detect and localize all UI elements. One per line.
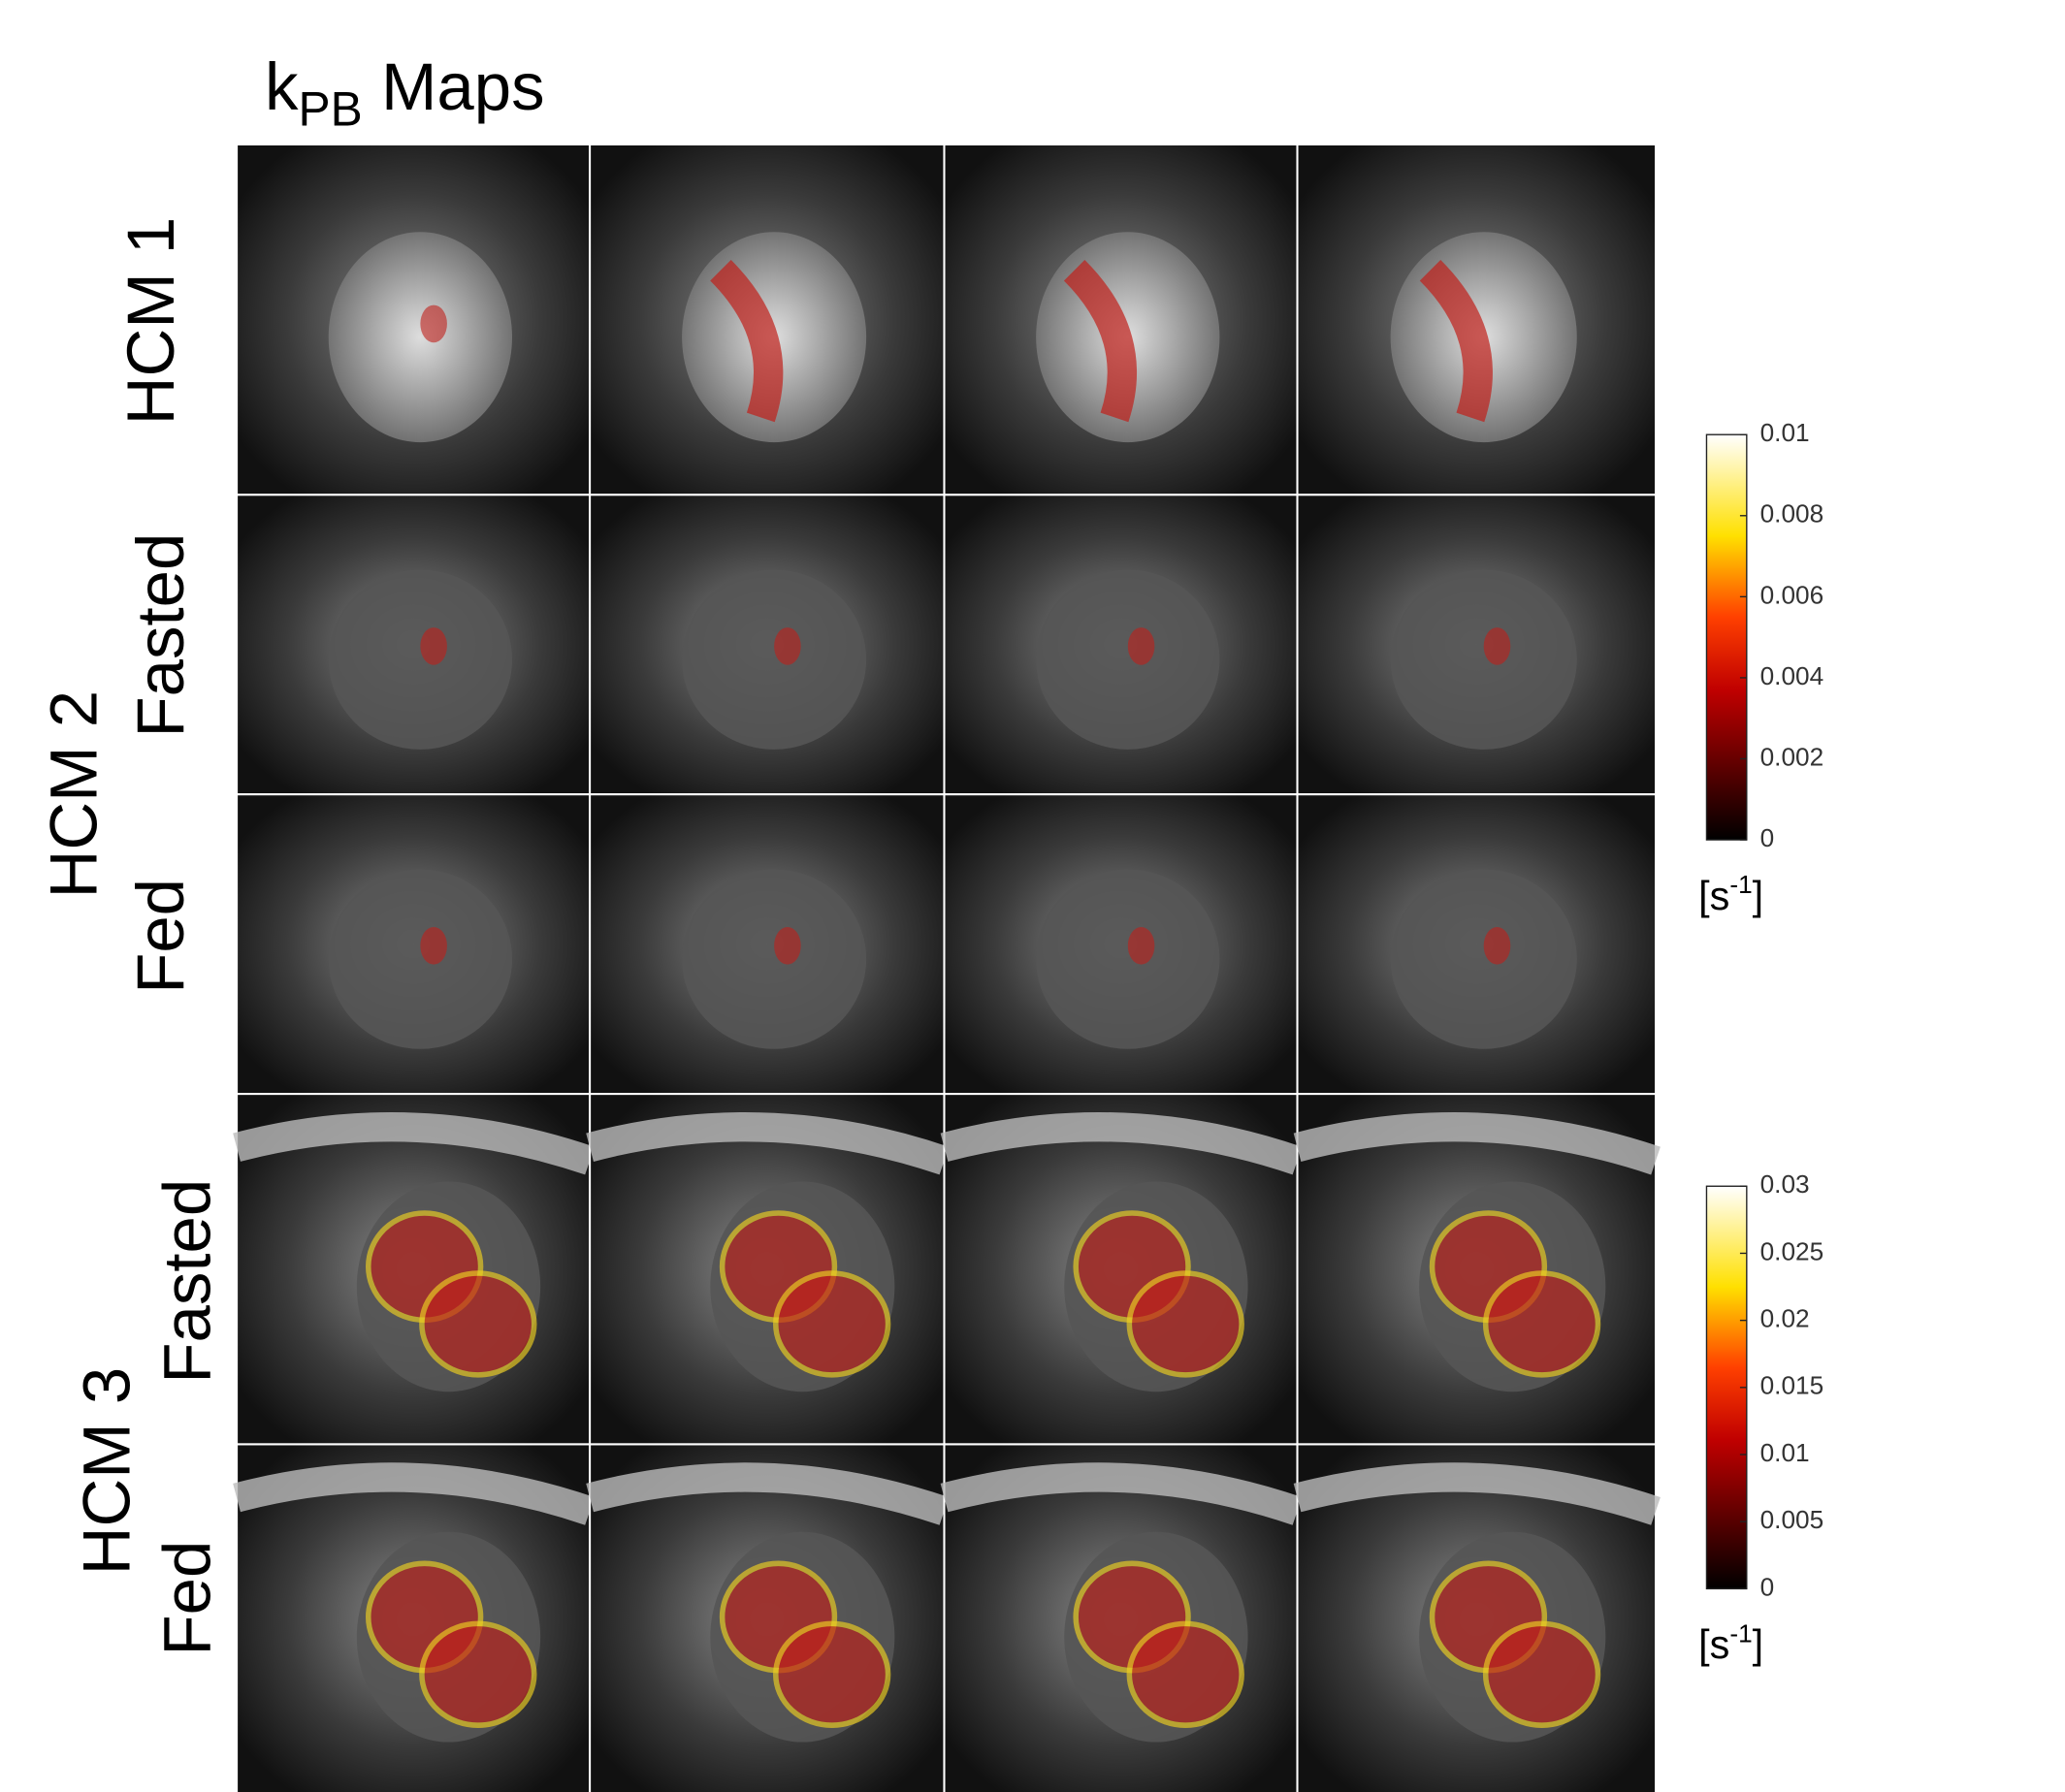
colorbar (1705, 433, 1748, 841)
heart (328, 869, 513, 1049)
tick-label: 0.008 (1760, 499, 1824, 528)
chest-wall (586, 1112, 950, 1175)
unit-close: ] (1753, 1622, 1763, 1667)
chest-wall (940, 1462, 1303, 1525)
chest-wall (586, 1462, 950, 1525)
heart (1390, 569, 1577, 750)
chest-wall (233, 1112, 595, 1175)
mri-panel (940, 1093, 1303, 1446)
mri-panel (943, 793, 1299, 1096)
mri-panel (236, 793, 592, 1096)
unit-open: [s (1698, 1622, 1729, 1667)
mri-panel (940, 1443, 1303, 1792)
mri-panel (1296, 143, 1658, 496)
image-grid (233, 143, 1661, 1792)
overlay (710, 259, 784, 423)
colorbars: 00.0020.0040.0060.0080.01[s-1]00.0050.01… (1698, 418, 1823, 1667)
overlay (419, 1270, 537, 1378)
tick-label: 0.004 (1760, 661, 1824, 690)
mri-panel (586, 1443, 950, 1792)
chest-wall (1293, 1112, 1661, 1175)
mri-panel (233, 1443, 595, 1792)
overlay (1482, 1270, 1601, 1378)
unit-exponent: -1 (1729, 870, 1752, 899)
condition-label: Fasted (149, 1179, 224, 1384)
overlay (1127, 926, 1155, 965)
overlay (774, 627, 801, 665)
condition-label: Fasted (123, 533, 198, 738)
title-text: Maps (381, 49, 545, 124)
title-subscript: PB (298, 82, 362, 137)
chest-wall (233, 1462, 595, 1525)
mri-panel (943, 494, 1299, 796)
tick-label: 0 (1760, 1572, 1775, 1601)
mri-panel (233, 1093, 595, 1446)
mri-panel (586, 1093, 950, 1446)
mri-panel (589, 494, 946, 796)
overlay (1127, 627, 1155, 665)
heart (1036, 569, 1220, 750)
heart (328, 232, 513, 443)
mri-panel (1293, 1443, 1661, 1792)
group-label: HCM 1 (113, 217, 188, 426)
heart (1390, 869, 1577, 1049)
overlay (774, 926, 801, 965)
mri-panel (1296, 793, 1658, 1096)
mri-panel (236, 143, 592, 496)
mri-panel (1293, 1093, 1661, 1446)
heart (682, 569, 867, 750)
overlay (1483, 627, 1511, 665)
overlay (1419, 259, 1493, 423)
unit-close: ] (1753, 874, 1763, 918)
overlay (420, 926, 447, 965)
tick-label: 0.01 (1760, 418, 1810, 447)
chest-wall (1293, 1462, 1661, 1525)
overlay (772, 1620, 891, 1728)
overlay (419, 1620, 537, 1728)
chest-wall (940, 1112, 1303, 1175)
condition-label: Fed (123, 879, 198, 994)
unit-label: [s-1] (1698, 1619, 1763, 1668)
mri-panel (943, 143, 1299, 496)
tick-label: 0.002 (1760, 742, 1824, 771)
unit-label: [s-1] (1698, 870, 1763, 918)
mri-panel (589, 793, 946, 1096)
group-label: HCM 3 (70, 1367, 145, 1576)
overlay (772, 1270, 891, 1378)
tick-label: 0.01 (1760, 1438, 1810, 1467)
heart (682, 869, 867, 1049)
overlay (1063, 259, 1138, 423)
tick-label: 0 (1760, 823, 1775, 852)
heart (1036, 869, 1220, 1049)
tick-label: 0.03 (1760, 1169, 1810, 1199)
mri-panel (1296, 494, 1658, 796)
overlay (1482, 1620, 1601, 1728)
overlay (420, 304, 447, 343)
tick-label: 0.015 (1760, 1371, 1824, 1400)
tick-label: 0.02 (1760, 1304, 1810, 1333)
overlay (1483, 926, 1511, 965)
tick-label: 0.006 (1760, 580, 1824, 609)
mri-panel (589, 143, 946, 496)
heart (328, 569, 513, 750)
overlay (1126, 1620, 1244, 1728)
condition-label: Fed (149, 1541, 224, 1656)
group-label: HCM 2 (36, 690, 111, 899)
unit-open: [s (1698, 874, 1729, 918)
unit-exponent: -1 (1729, 1619, 1752, 1648)
tick-label: 0.025 (1760, 1236, 1824, 1265)
title-symbol: k (265, 49, 299, 124)
overlay (420, 627, 447, 665)
mri-panel (236, 494, 592, 796)
title: kPB Maps (265, 49, 545, 137)
overlay (1126, 1270, 1244, 1378)
tick-label: 0.005 (1760, 1505, 1824, 1534)
